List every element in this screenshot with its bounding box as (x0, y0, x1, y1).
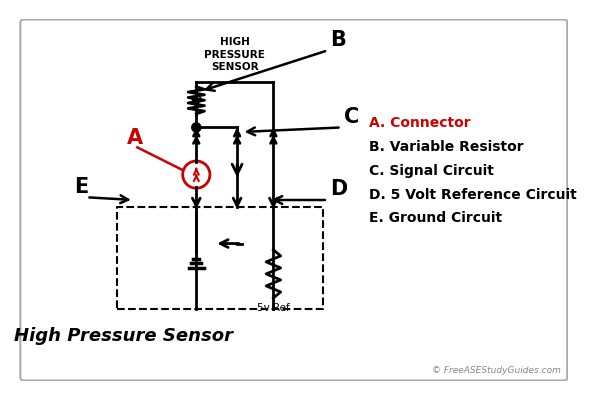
Circle shape (192, 123, 201, 132)
Text: 5v Ref: 5v Ref (257, 303, 290, 313)
Text: E. Ground Circuit: E. Ground Circuit (368, 211, 502, 225)
Text: D: D (330, 180, 348, 200)
Text: C: C (344, 107, 359, 127)
Bar (117, 207, 323, 309)
Text: HIGH
PRESSURE
SENSOR: HIGH PRESSURE SENSOR (204, 38, 265, 72)
Text: B. Variable Resistor: B. Variable Resistor (368, 140, 523, 154)
Text: E: E (74, 177, 88, 197)
Text: © FreeASEStudyGuides.com: © FreeASEStudyGuides.com (432, 366, 561, 375)
Text: D. 5 Volt Reference Circuit: D. 5 Volt Reference Circuit (368, 188, 577, 202)
FancyBboxPatch shape (21, 20, 567, 380)
Text: B: B (330, 30, 347, 50)
Text: High Pressure Sensor: High Pressure Sensor (15, 327, 234, 345)
Text: A: A (126, 128, 143, 148)
Text: C. Signal Circuit: C. Signal Circuit (368, 164, 494, 178)
Text: A. Connector: A. Connector (368, 116, 470, 130)
